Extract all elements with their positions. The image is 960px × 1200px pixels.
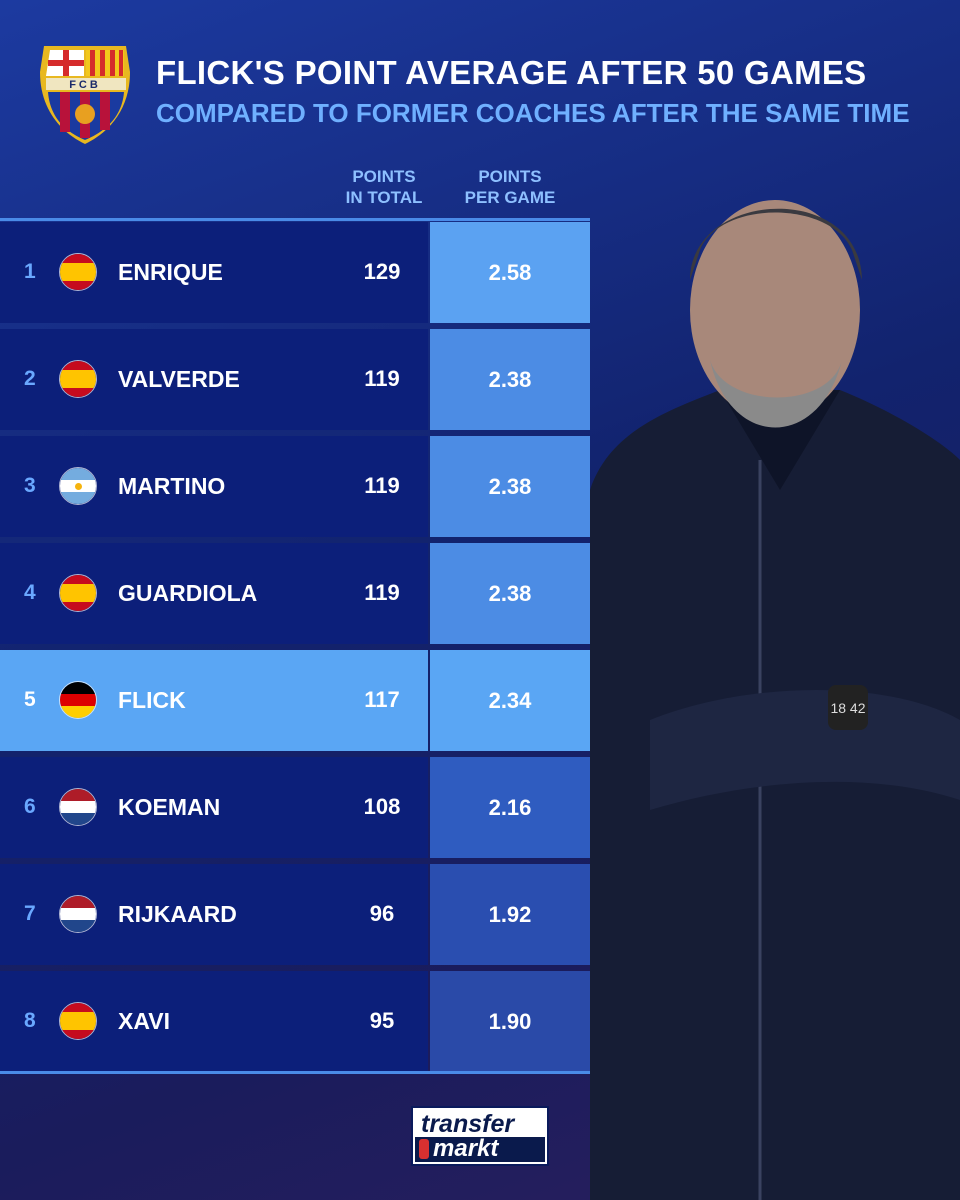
header-line: POINTS bbox=[352, 167, 416, 186]
table-row: 5 FLICK 117 2.34 bbox=[0, 650, 590, 751]
spain-flag-icon bbox=[59, 360, 97, 398]
page-subtitle: COMPARED TO FORMER COACHES AFTER THE SAM… bbox=[156, 98, 910, 128]
spain-flag-icon bbox=[59, 574, 97, 612]
points-per-game: 2.38 bbox=[430, 329, 590, 430]
logo-text-line2-box: markt bbox=[415, 1137, 545, 1162]
page-title: FLICK'S POINT AVERAGE AFTER 50 GAMES bbox=[156, 54, 867, 91]
coach-name: VALVERDE bbox=[118, 366, 240, 392]
rank: 5 bbox=[24, 688, 36, 711]
points-total: 117 bbox=[364, 687, 400, 712]
points-per-game: 2.16 bbox=[430, 757, 590, 858]
spain-flag-icon bbox=[59, 253, 97, 291]
column-header-points-total: POINTS IN TOTAL bbox=[336, 166, 432, 208]
coach-photo: 18 42 bbox=[590, 200, 960, 1200]
table-row: 3 MARTINO 119 2.38 bbox=[0, 436, 590, 537]
rank: 8 bbox=[24, 1009, 36, 1032]
header-line: POINTS bbox=[478, 167, 542, 186]
rank: 2 bbox=[24, 367, 36, 390]
column-header-points-per-game: POINTS PER GAME bbox=[450, 166, 570, 208]
points-total: 96 bbox=[369, 901, 395, 926]
table-row: 1 ENRIQUE 129 2.58 bbox=[0, 222, 590, 323]
coach-name: MARTINO bbox=[118, 473, 226, 499]
header-line: PER GAME bbox=[464, 188, 556, 207]
coach-name: ENRIQUE bbox=[118, 259, 223, 285]
table-row: 7 RIJKAARD 96 1.92 bbox=[0, 864, 590, 965]
points-total: 95 bbox=[369, 1008, 395, 1033]
points-per-game: 2.34 bbox=[430, 650, 590, 751]
fc-barcelona-crest-logo: FCB bbox=[40, 46, 130, 144]
points-total: 119 bbox=[364, 366, 400, 391]
coach-name: XAVI bbox=[118, 1008, 170, 1034]
rank: 6 bbox=[24, 795, 36, 818]
player-icon bbox=[419, 1139, 429, 1159]
coach-name: GUARDIOLA bbox=[118, 580, 258, 606]
netherlands-flag-icon bbox=[59, 788, 97, 826]
table-top-divider bbox=[0, 218, 590, 221]
rank: 7 bbox=[24, 902, 36, 925]
rank: 3 bbox=[24, 474, 36, 497]
points-per-game: 2.58 bbox=[430, 222, 590, 323]
logo-text-line2: markt bbox=[433, 1135, 499, 1162]
points-per-game: 2.38 bbox=[430, 543, 590, 644]
table-row: 2 VALVERDE 119 2.38 bbox=[0, 329, 590, 430]
transfermarkt-logo: transfer markt bbox=[411, 1106, 549, 1166]
points-total: 119 bbox=[364, 473, 400, 498]
points-total: 108 bbox=[363, 794, 401, 819]
points-total: 129 bbox=[363, 259, 401, 284]
points-total: 119 bbox=[364, 580, 400, 605]
header-line: IN TOTAL bbox=[345, 188, 423, 207]
table-bottom-divider bbox=[0, 1071, 590, 1074]
table-row: 4 GUARDIOLA 119 2.38 bbox=[0, 543, 590, 644]
spain-flag-icon bbox=[59, 1002, 97, 1040]
watch-face: 18 42 bbox=[830, 700, 865, 716]
germany-flag-icon bbox=[59, 681, 97, 719]
netherlands-flag-icon bbox=[59, 895, 97, 933]
points-per-game: 1.92 bbox=[430, 864, 590, 965]
table-row: 8 XAVI 95 1.90 bbox=[0, 971, 590, 1072]
points-per-game: 2.38 bbox=[430, 436, 590, 537]
coach-name: RIJKAARD bbox=[118, 901, 237, 927]
logo-text-line1: transfer bbox=[421, 1110, 515, 1138]
table-row: 6 KOEMAN 108 2.16 bbox=[0, 757, 590, 858]
coach-name: KOEMAN bbox=[118, 794, 221, 820]
rank: 4 bbox=[24, 581, 36, 604]
crest-text: FCB bbox=[69, 79, 101, 91]
points-per-game: 1.90 bbox=[430, 971, 590, 1072]
rank: 1 bbox=[24, 260, 36, 283]
argentina-flag-icon bbox=[59, 467, 97, 505]
coach-name: FLICK bbox=[118, 687, 186, 713]
